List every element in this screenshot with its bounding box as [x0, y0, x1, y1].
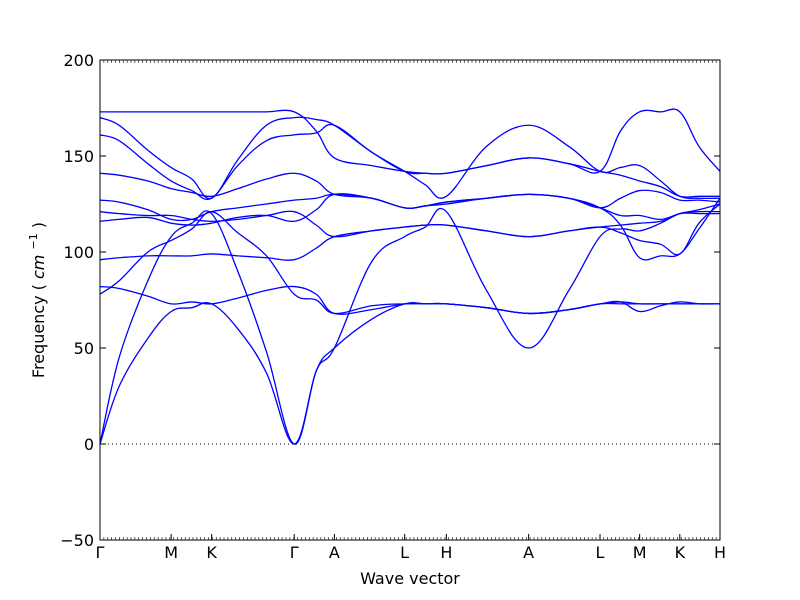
- y-axis-ticks: −50 0 50 100 150 200: [60, 51, 720, 550]
- x-tick-label: Γ: [96, 543, 105, 562]
- x-tick-label: Γ: [290, 543, 299, 562]
- band-line-4: [99, 211, 720, 315]
- band-line-9: [99, 172, 721, 209]
- band-line-2: [99, 207, 721, 445]
- y-axis-label-unit-exponent: −1: [27, 233, 40, 249]
- y-axis-label-open-paren: (: [29, 284, 48, 290]
- band-curves: [99, 108, 721, 445]
- x-tick-label: A: [329, 543, 340, 562]
- x-tick-label: K: [206, 543, 217, 562]
- y-axis-label-close-paren: ): [29, 222, 48, 228]
- x-tick-label: M: [633, 543, 647, 562]
- x-axis-label: Wave vector: [360, 569, 460, 588]
- y-tick-label: 150: [63, 147, 94, 166]
- y-axis-label: Frequency ( cm −1 ): [22, 222, 48, 378]
- band-line-12: [99, 108, 721, 175]
- y-tick-label: 0: [84, 435, 94, 454]
- y-tick-label: 50: [74, 339, 94, 358]
- y-tick-label: −50: [60, 531, 94, 550]
- y-tick-label: 200: [63, 51, 94, 70]
- y-tick-label: 100: [63, 243, 94, 262]
- y-axis-label-text: Frequency: [29, 295, 48, 378]
- x-tick-label: H: [440, 543, 452, 562]
- x-tick-label: M: [164, 543, 178, 562]
- x-tick-label: A: [523, 543, 534, 562]
- y-axis-label-unit: cm: [29, 255, 48, 279]
- x-tick-label: K: [675, 543, 686, 562]
- x-tick-label: H: [714, 543, 726, 562]
- x-tick-label: L: [596, 543, 605, 562]
- x-tick-label: L: [400, 543, 409, 562]
